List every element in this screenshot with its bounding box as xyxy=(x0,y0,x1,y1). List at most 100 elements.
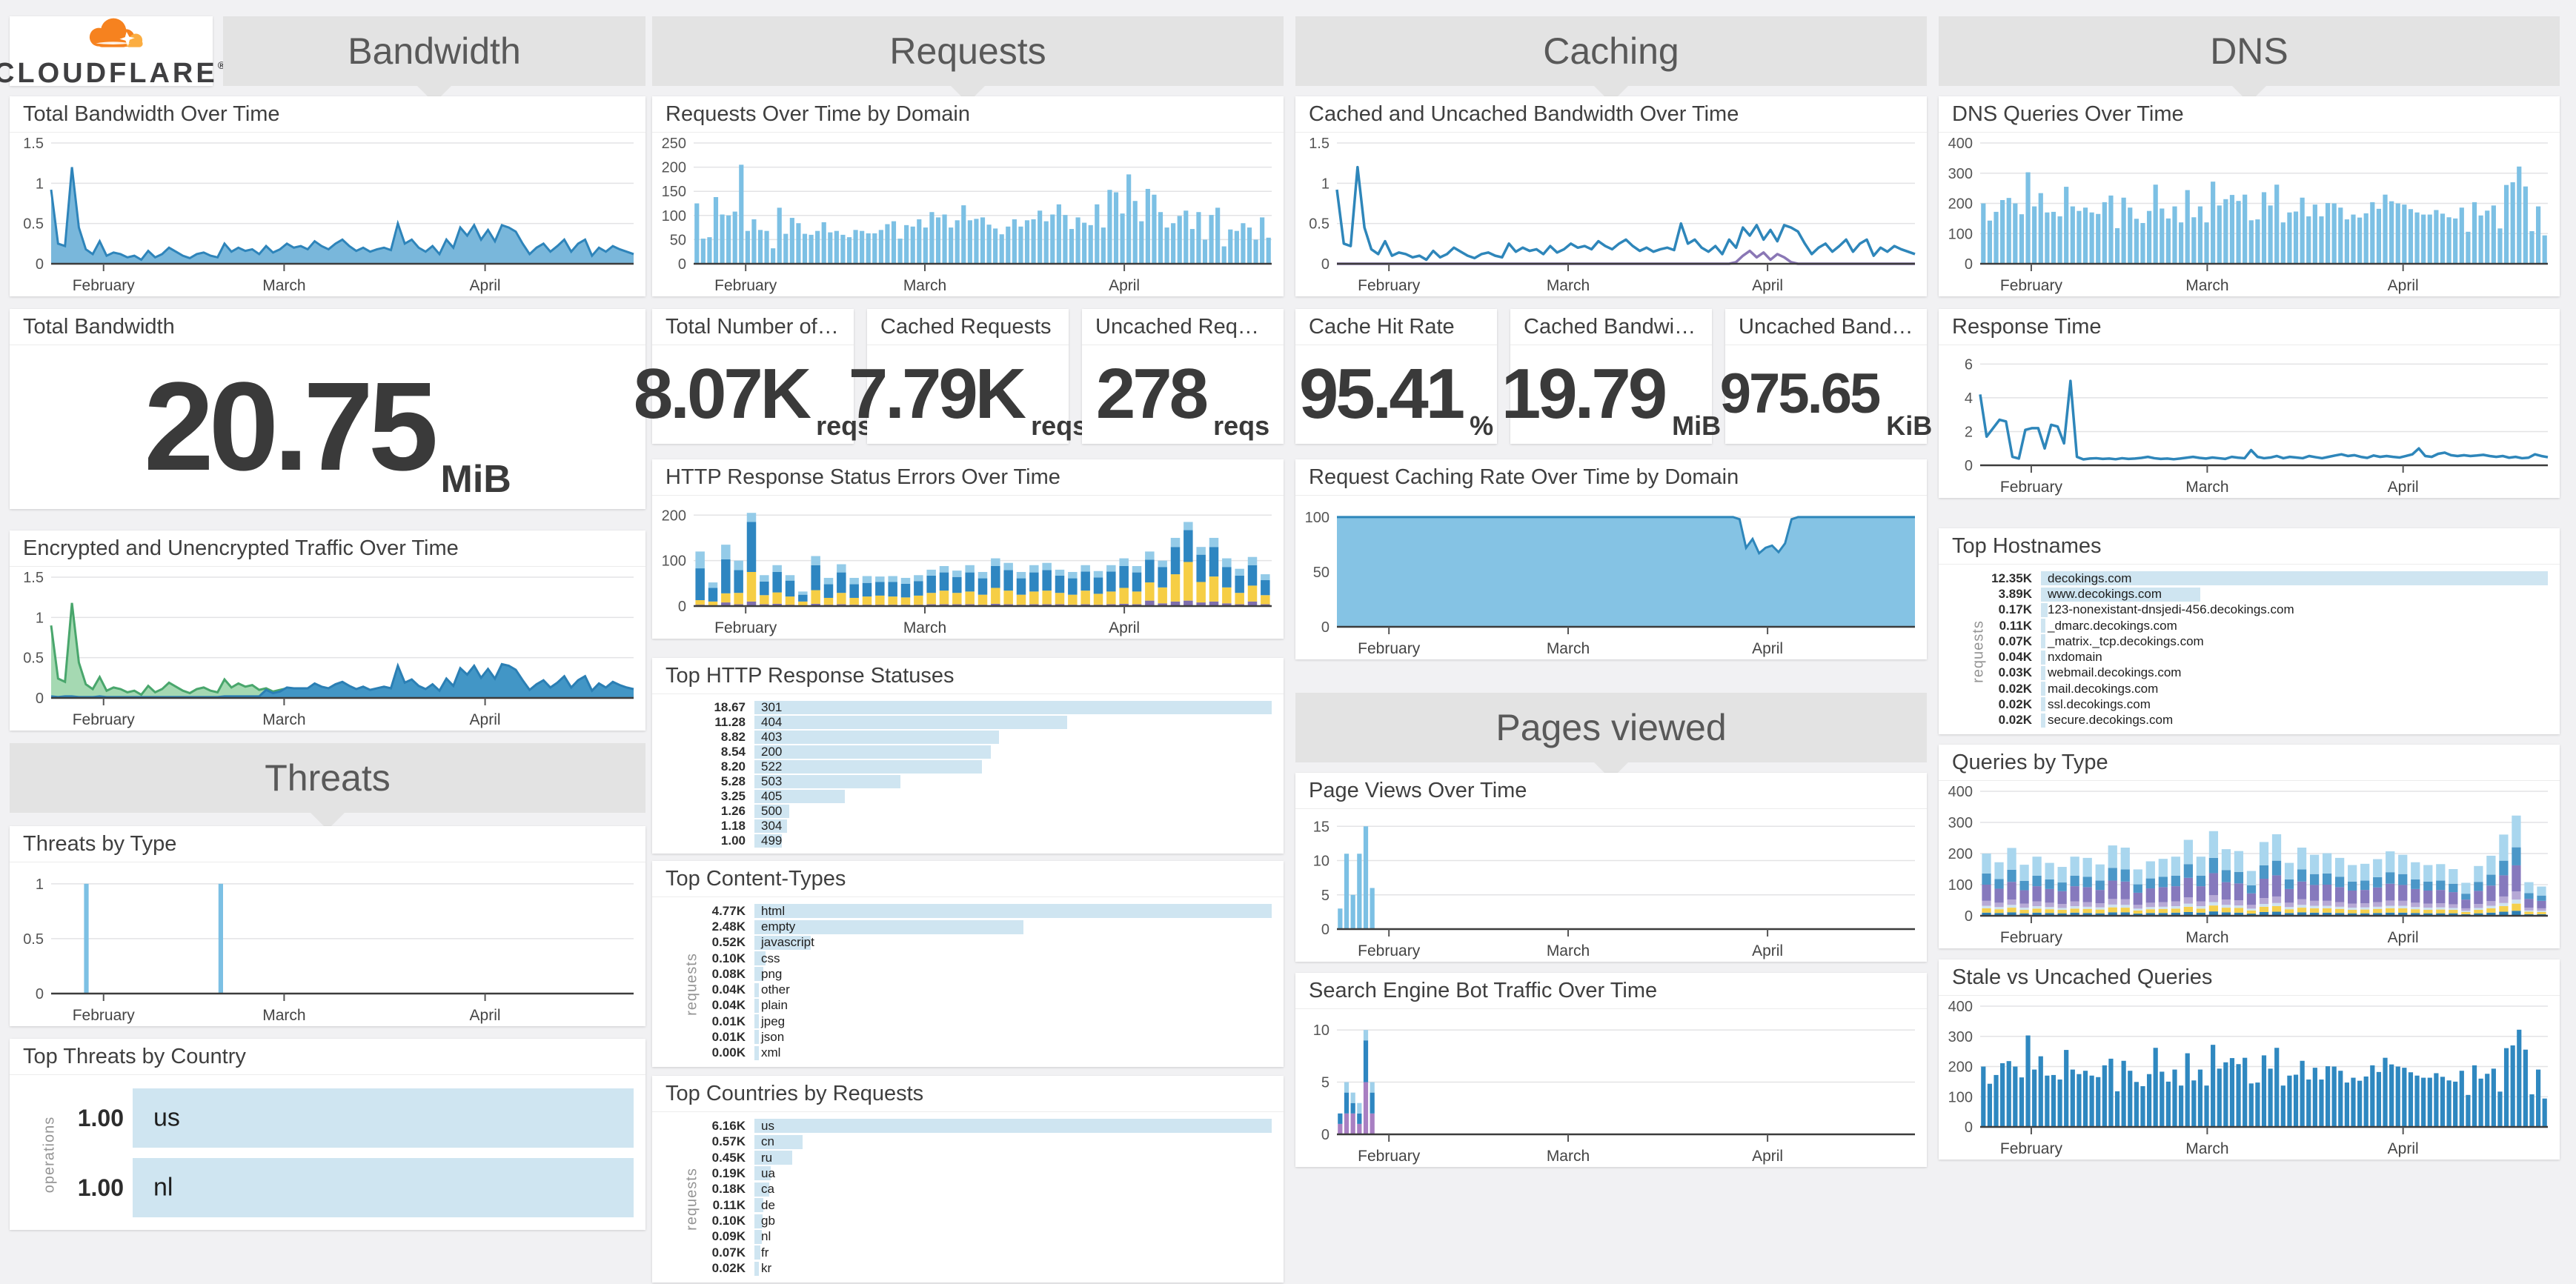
svg-text:1: 1 xyxy=(1321,176,1330,192)
svg-text:0: 0 xyxy=(1965,908,1973,925)
cached-uncached-bw-chart[interactable]: 0 0.5 1 1.5 February March April xyxy=(1295,133,1927,296)
list-item: 0.07K fr xyxy=(677,1245,1272,1260)
panel-top-threats-by-country: Top Threats by Country operations 1.00 us 1… xyxy=(10,1039,645,1230)
list-item-bar xyxy=(754,998,760,1013)
panel-dns-queries: DNS Queries Over Time 0 100 200 300 400 Febru… xyxy=(1939,96,2560,296)
stat-unit: reqs xyxy=(816,410,873,441)
list-item-value: 2.48K xyxy=(711,919,746,934)
list-item-label: mail.decokings.com xyxy=(2048,681,2159,696)
top-threats-by-country-list: operations 1.00 us 1.00 nl xyxy=(10,1075,645,1232)
panel-encrypted-unencrypted: Encrypted and Unencrypted Traffic Over T… xyxy=(10,530,645,731)
encrypted-unencrypted-chart[interactable]: 0 0.5 1 1.5 February March April xyxy=(10,567,645,731)
panel-top-countries: Top Countries by Requests requests 6.16K u… xyxy=(652,1076,1284,1283)
list-item: 0.03K webmail.decokings.com xyxy=(1964,665,2548,681)
panel-title: Page Views Over Time xyxy=(1295,773,1927,809)
svg-text:200: 200 xyxy=(662,508,686,524)
list-item-value: 0.04K xyxy=(711,982,746,997)
panel-title: HTTP Response Status Errors Over Time xyxy=(652,459,1284,496)
svg-text:0: 0 xyxy=(678,256,686,273)
panel-title: Threats by Type xyxy=(10,826,645,862)
list-item-label: cn xyxy=(761,1134,774,1149)
list-item-bar xyxy=(754,1030,760,1045)
total-bandwidth-over-time-chart[interactable]: 0 0.5 1 1.5 February March April xyxy=(10,133,645,296)
list-item-bar xyxy=(754,904,1272,919)
list-item-value: 0.19K xyxy=(711,1165,746,1180)
panel-threats-by-type: Threats by Type 0 0.5 1 February March April xyxy=(10,826,645,1026)
response-time-chart[interactable]: 0 2 4 6 February March April xyxy=(1939,345,2560,498)
svg-text:5: 5 xyxy=(1321,1075,1330,1091)
bandwidth-column: CLOUDFLARE® Bandwidth Total Bandwidth Ov… xyxy=(0,16,645,1230)
svg-text:0: 0 xyxy=(1965,1120,1973,1136)
list-item-value: 18.67 xyxy=(714,700,746,714)
dns-queries-chart[interactable]: 0 100 200 300 400 February March April xyxy=(1939,133,2560,296)
list-item-value: 1.00 xyxy=(77,1104,124,1131)
list-item-label: us xyxy=(153,1103,180,1132)
stat-title: Cached Bandwidth xyxy=(1510,309,1712,345)
list-item-label: nxdomain xyxy=(2048,650,2102,665)
panel-title: Top HTTP Response Statuses xyxy=(652,658,1284,694)
svg-text:2: 2 xyxy=(1965,424,1973,440)
list-item: 0.45K ru xyxy=(677,1150,1272,1165)
list-item-label: 405 xyxy=(761,789,783,803)
svg-text:February: February xyxy=(1358,277,1421,294)
panel-title: Top Content-Types xyxy=(652,861,1284,897)
stale-uncached-chart[interactable]: 0 100 200 300 400 February March April xyxy=(1939,996,2560,1160)
list-item-bar xyxy=(754,1134,803,1149)
svg-text:0: 0 xyxy=(36,256,44,273)
list-item-bar xyxy=(2041,713,2046,728)
list-item: 0.11K de xyxy=(677,1197,1272,1213)
list-item: 1.26 500 xyxy=(677,804,1272,819)
stat-unit: reqs xyxy=(1031,410,1088,441)
list-item-label: 500 xyxy=(761,804,783,818)
queries-by-type-chart[interactable]: 0 100 200 300 400 February March April xyxy=(1939,781,2560,948)
list-item-bar xyxy=(754,805,790,818)
cloudflare-logo[interactable]: CLOUDFLARE® xyxy=(0,16,225,87)
list-item-value: 0.45K xyxy=(711,1150,746,1165)
list-item-label: plain xyxy=(761,998,788,1013)
list-item-value: 0.04K xyxy=(1998,650,2032,665)
stat-unit: MiB xyxy=(1672,410,1722,441)
stat-value: 975.65 xyxy=(1719,362,1881,426)
list-item: 1.00 us xyxy=(35,1085,634,1151)
list-item-label: png xyxy=(761,966,783,981)
svg-text:0.5: 0.5 xyxy=(23,931,44,948)
list-item-bar xyxy=(754,1198,764,1213)
svg-text:April: April xyxy=(470,711,501,728)
svg-text:March: March xyxy=(1547,942,1590,959)
requests-over-time-chart[interactable]: 0 50 100 150 200 250 February March April xyxy=(652,133,1284,296)
list-item: 3.89K www.decokings.com xyxy=(1964,587,2548,602)
stat-title: Total Number of Re… xyxy=(652,309,854,345)
panel-title: Stale vs Uncached Queries xyxy=(1939,959,2560,996)
svg-text:50: 50 xyxy=(1313,565,1330,581)
list-item-value: 0.01K xyxy=(711,1014,746,1028)
list-item-bar xyxy=(133,1158,634,1217)
list-item-label: 403 xyxy=(761,730,783,744)
svg-text:0.5: 0.5 xyxy=(23,216,44,233)
svg-text:April: April xyxy=(1752,640,1783,657)
list-item-bar xyxy=(754,1182,770,1197)
request-caching-rate-chart[interactable]: 0 50 100 February March April xyxy=(1295,496,1927,659)
svg-text:0: 0 xyxy=(36,691,44,707)
svg-text:February: February xyxy=(73,1007,136,1024)
section-header-threats: Threats xyxy=(10,743,645,813)
list-item-bar xyxy=(2041,602,2048,617)
list-item-label: 200 xyxy=(761,745,783,759)
svg-text:March: March xyxy=(262,1007,305,1024)
svg-text:200: 200 xyxy=(1948,846,1973,862)
list-item-label: webmail.decokings.com xyxy=(2048,665,2182,680)
bot-traffic-chart[interactable]: 0 5 10 February March April xyxy=(1295,1009,1927,1167)
svg-text:1: 1 xyxy=(36,876,44,893)
list-item-bar xyxy=(754,1261,760,1276)
list-item: 8.54 200 xyxy=(677,745,1272,759)
panel-title: Top Threats by Country xyxy=(10,1039,645,1075)
list-item-value: 0.03K xyxy=(1998,665,2032,680)
list-item-value: 1.18 xyxy=(720,819,746,833)
http-errors-chart[interactable]: 0 100 200 February March April xyxy=(652,496,1284,639)
top-statuses-list: 18.67 301 11.28 404 8.82 403 8.54 200 8.20 522 5.2… xyxy=(652,694,1284,855)
panel-queries-by-type: Queries by Type 0 100 200 300 400 February Mar… xyxy=(1939,745,2560,948)
panel-title: Top Countries by Requests xyxy=(652,1076,1284,1112)
page-views-chart[interactable]: 0 5 10 15 February March April xyxy=(1295,809,1927,962)
stat-unit: MiB xyxy=(440,458,511,501)
list-axis-label: requests xyxy=(1970,619,1987,683)
threats-by-type-chart[interactable]: 0 0.5 1 February March April xyxy=(10,862,645,1026)
